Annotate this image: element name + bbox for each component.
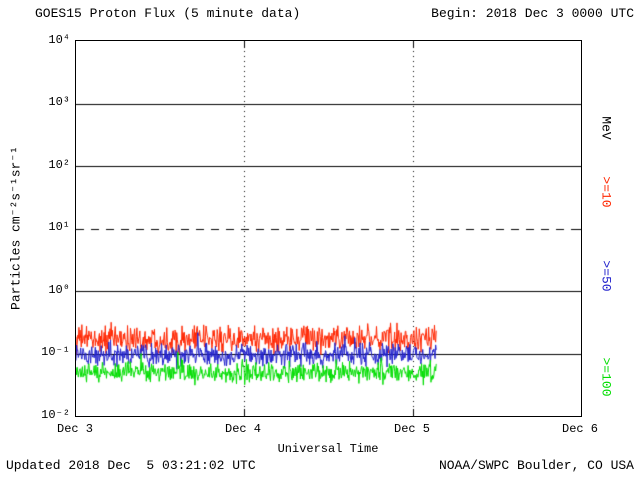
x-tick-dec4: Dec 4 [224,422,262,436]
begin-timestamp: Begin: 2018 Dec 3 0000 UTC [431,6,634,21]
y-tick-1e2: 10² [48,158,70,172]
x-tick-dec5: Dec 5 [393,422,431,436]
x-tick-dec3: Dec 3 [56,422,94,436]
y-tick-1e-1: 10⁻¹ [41,345,70,359]
right-unit-label: MeV [598,116,614,140]
y-tick-1e4: 10⁴ [48,33,70,47]
x-tick-dec6: Dec 6 [561,422,599,436]
credit-label: NOAA/SWPC Boulder, CO USA [438,458,634,473]
series-label-ge100: >=100 [598,357,614,397]
chart-title: GOES15 Proton Flux (5 minute data) [35,6,301,21]
y-axis-label: Particles cm⁻²s⁻¹sr⁻¹ [8,146,24,310]
proton-flux-plot-canvas [76,41,581,416]
y-tick-1e0: 10⁰ [48,283,70,297]
y-tick-1e1: 10¹ [48,220,70,234]
x-axis-label: Universal Time [277,442,379,456]
plot-area [75,40,582,417]
series-label-ge10: >=10 [598,176,614,208]
y-tick-1e-2: 10⁻² [41,408,70,422]
y-tick-1e3: 10³ [48,95,70,109]
updated-timestamp: Updated 2018 Dec 5 03:21:02 UTC [6,458,256,473]
series-label-ge50: >=50 [598,260,614,292]
